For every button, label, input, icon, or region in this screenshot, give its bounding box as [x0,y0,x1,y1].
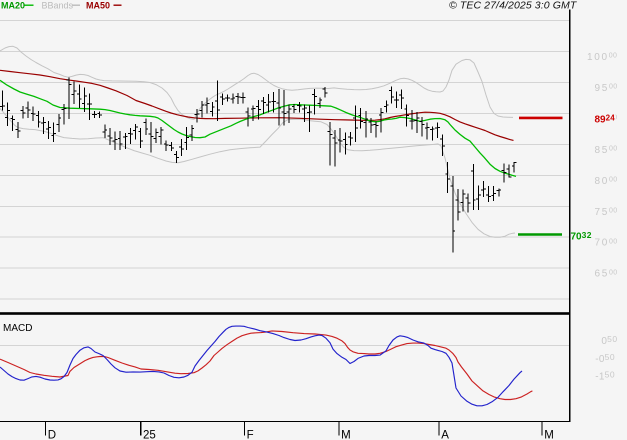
svg-text:M: M [544,429,554,440]
svg-text:7000: 7000 [595,238,618,249]
svg-text:A: A [441,429,449,440]
svg-text:25: 25 [143,429,156,440]
svg-text:F: F [247,429,254,440]
svg-text:050: 050 [601,334,617,347]
svg-text:8000: 8000 [595,176,618,187]
svg-text:7032: 7032 [571,230,592,243]
svg-text:9500: 9500 [595,83,618,94]
svg-text:7500: 7500 [595,207,618,218]
svg-text:-050: -050 [595,352,615,365]
svg-text:© TEC 27/4/2025 3:0 GMT: © TEC 27/4/2025 3:0 GMT [449,0,578,12]
svg-text:-150: -150 [595,369,615,382]
svg-text:6500: 6500 [595,269,618,280]
svg-text:MA20: MA20 [1,1,25,11]
svg-text:8924: 8924 [595,113,616,125]
svg-text:8500: 8500 [595,145,618,156]
svg-text:MA50: MA50 [86,1,110,11]
svg-text:BBands: BBands [42,1,74,11]
svg-text:10000: 10000 [587,52,617,63]
svg-text:D: D [48,429,56,440]
svg-text:M: M [341,429,351,440]
svg-text:MACD: MACD [3,323,32,334]
